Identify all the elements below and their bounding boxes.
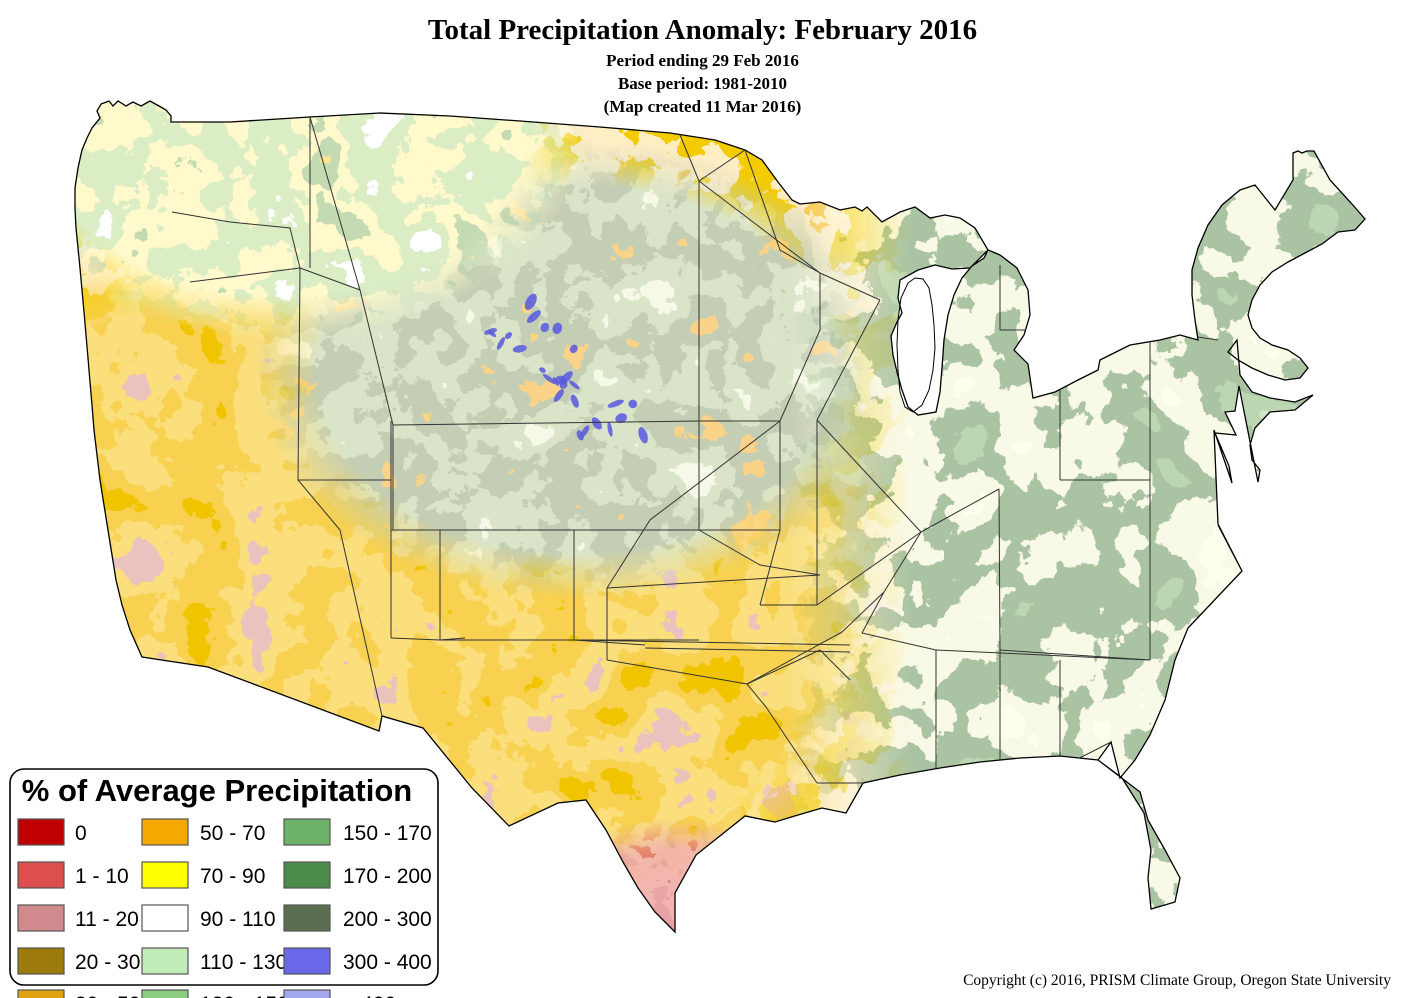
svg-text:110 - 130: 110 - 130 (200, 951, 287, 974)
svg-text:0: 0 (75, 822, 87, 845)
svg-text:170 - 200: 170 - 200 (343, 865, 432, 888)
svg-text:% of Average Precipitation: % of Average Precipitation (22, 773, 412, 808)
svg-text:200 - 300: 200 - 300 (343, 908, 432, 931)
svg-text:30 - 50: 30 - 50 (75, 993, 140, 998)
svg-text:20 - 30: 20 - 30 (75, 951, 140, 974)
svg-text:130 - 150: 130 - 150 (200, 993, 289, 998)
svg-text:300 - 400: 300 - 400 (343, 951, 432, 974)
svg-text:70 - 90: 70 - 90 (200, 865, 265, 888)
svg-text:11 - 20: 11 - 20 (75, 908, 139, 931)
svg-text:1 - 10: 1 - 10 (75, 865, 129, 888)
svg-text:> 400: > 400 (343, 993, 396, 998)
svg-text:90 - 110: 90 - 110 (200, 908, 276, 931)
svg-text:50 - 70: 50 - 70 (200, 822, 265, 845)
svg-text:150 - 170: 150 - 170 (343, 822, 432, 845)
